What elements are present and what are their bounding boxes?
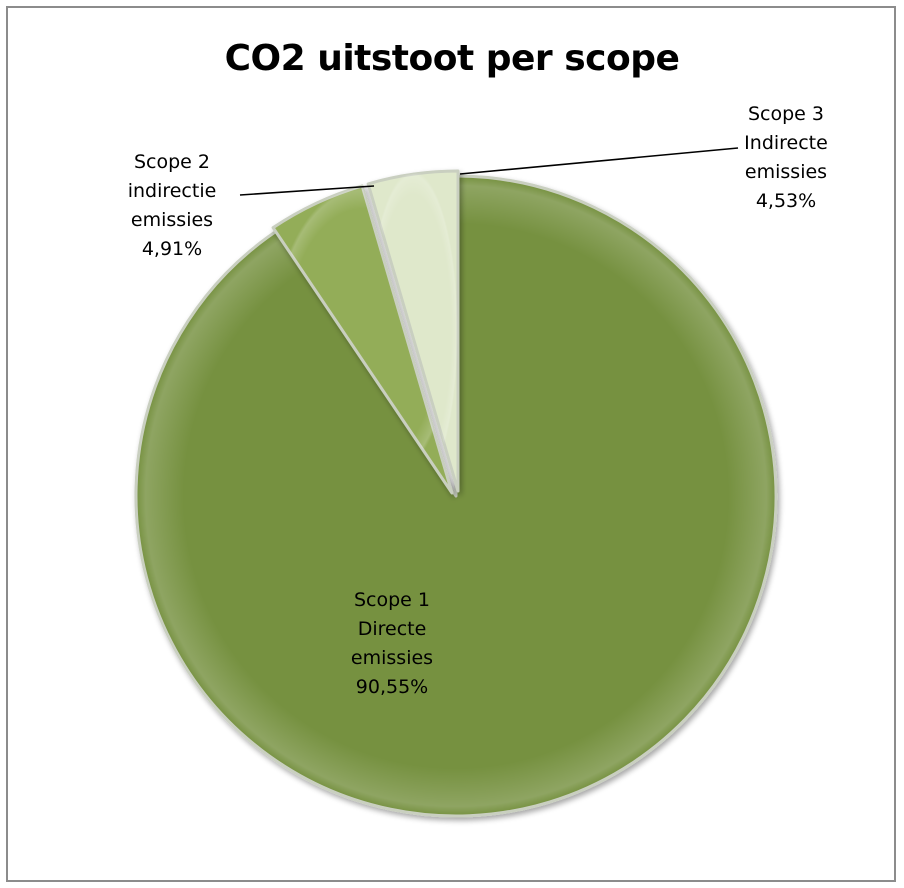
- pie-slice-2-highlight: [273, 185, 452, 493]
- slice-label-2: Scope 2 indirectie emissies 4,91%: [128, 151, 217, 260]
- slice-label-3: Scope 3 Indirecte emissies 4,53%: [744, 103, 828, 212]
- pie-slice-3-highlight: [368, 171, 458, 491]
- slice-label-line: indirectie: [128, 180, 217, 202]
- slice-label-line: Scope 2: [134, 151, 210, 173]
- slice-label-line: emissies: [131, 209, 213, 231]
- slice-value-label: 90,55%: [356, 676, 428, 698]
- slice-label-line: Directe: [358, 618, 427, 640]
- slice-value-label: 4,53%: [756, 190, 816, 212]
- leader-line-slice-2: [239, 185, 375, 196]
- chart-title: CO2 uitstoot per scope: [224, 38, 680, 79]
- slice-label-1: Scope 1 Directe emissies 90,55%: [351, 589, 433, 698]
- slice-label-line: Indirecte: [744, 132, 828, 154]
- slice-label-line: emissies: [351, 647, 433, 669]
- slice-label-line: Scope 1: [354, 589, 430, 611]
- slice-value-label: 4,91%: [142, 238, 202, 260]
- pie-slice-1-highlight: [135, 176, 777, 817]
- slice-label-line: emissies: [745, 161, 827, 183]
- leader-line-slice-3: [459, 147, 739, 175]
- slice-label-line: Scope 3: [748, 103, 824, 125]
